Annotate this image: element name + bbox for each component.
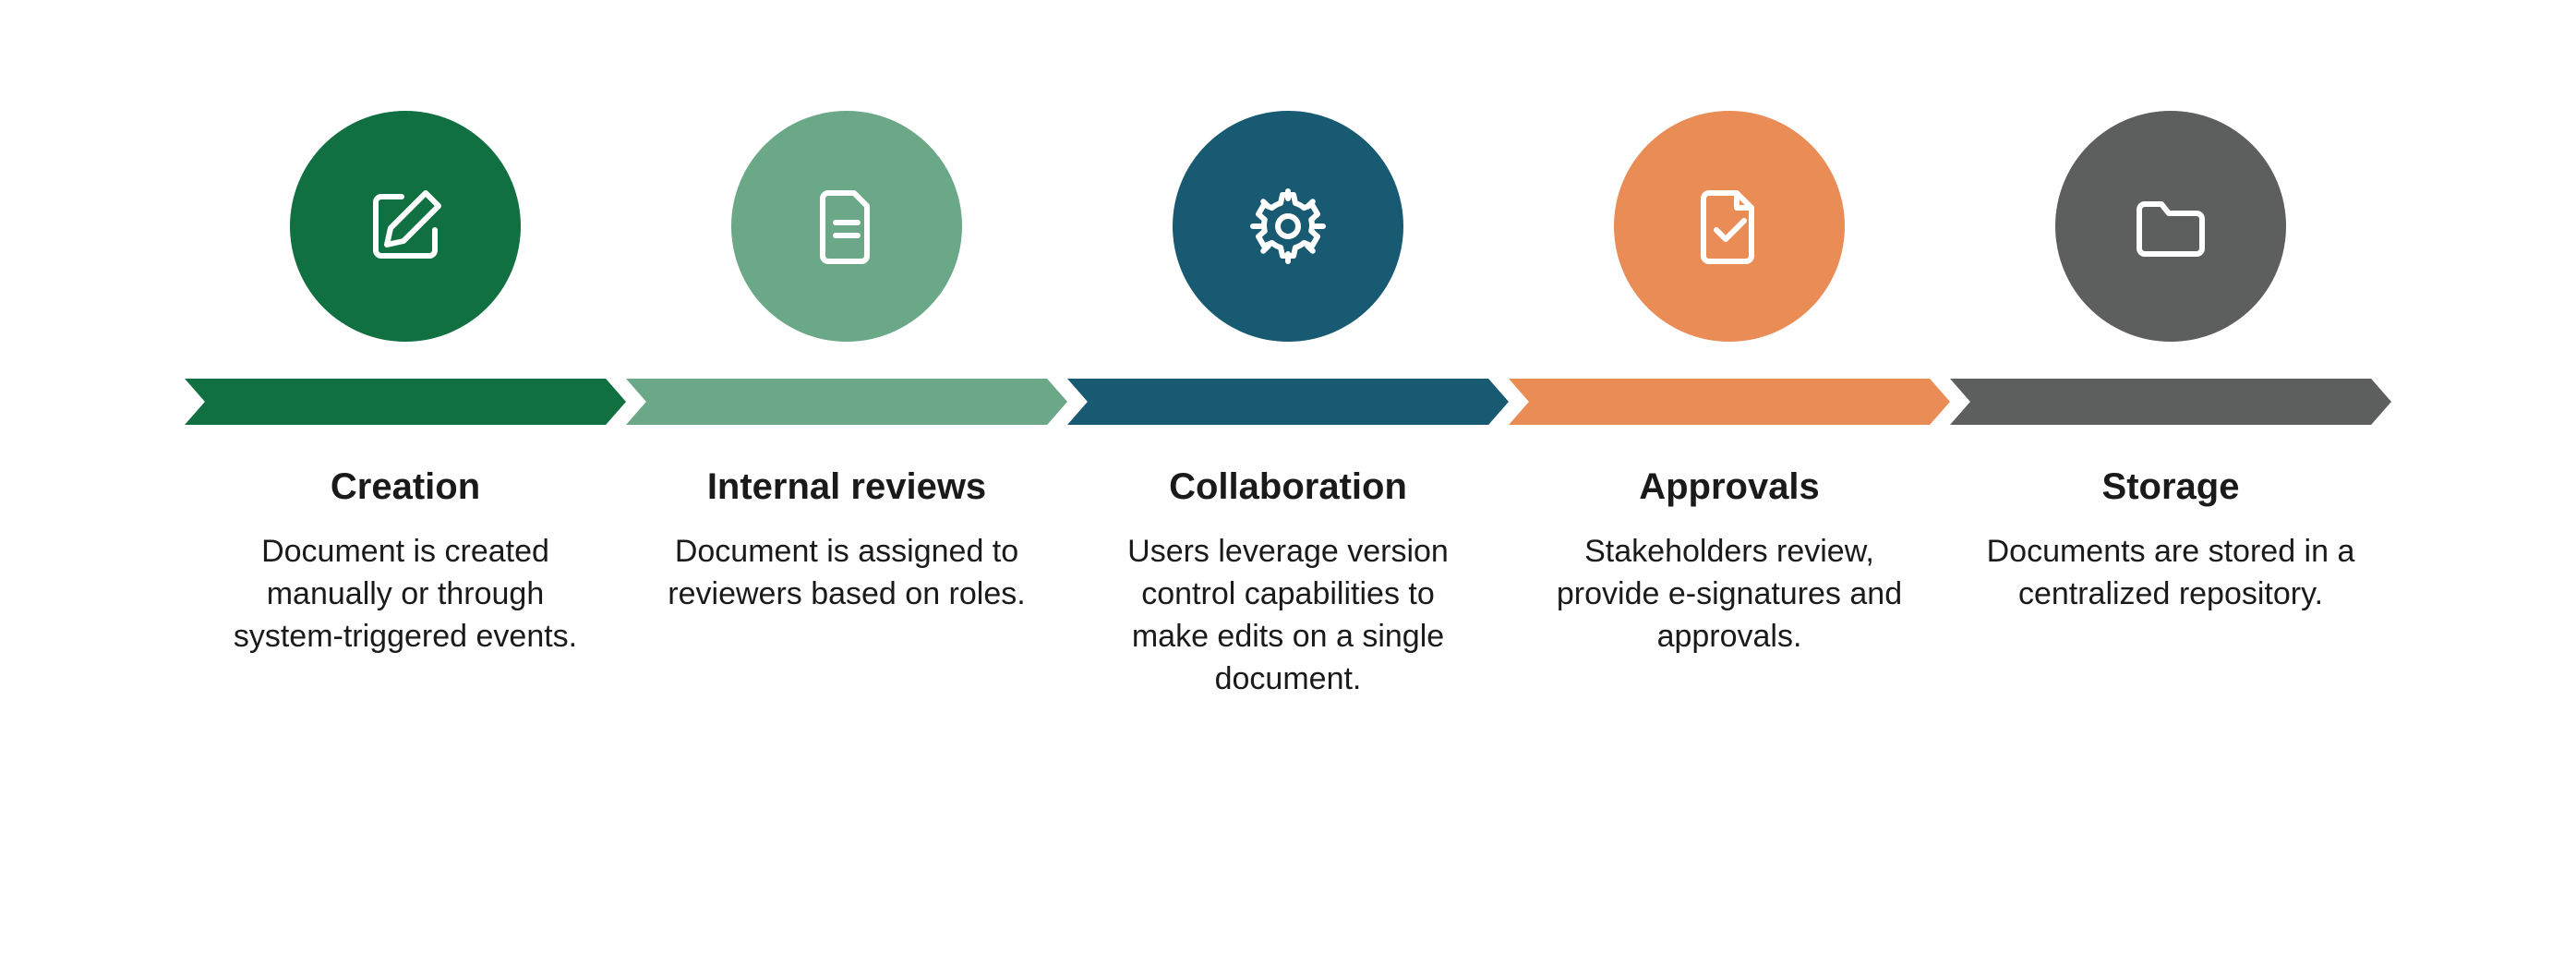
- step-circle: [1173, 111, 1403, 342]
- step-title: Internal reviews: [707, 466, 986, 508]
- document-check-icon: [1683, 180, 1776, 272]
- arrow-segment: [626, 379, 1067, 425]
- step-title: Creation: [331, 466, 480, 508]
- arrow-segment: [185, 379, 626, 425]
- step-title: Storage: [2102, 466, 2240, 508]
- step-circle: [1614, 111, 1845, 342]
- step-title: Collaboration: [1169, 466, 1407, 508]
- gear-icon: [1242, 180, 1334, 272]
- step-internal-reviews: Internal reviews Document is assigned to …: [626, 111, 1067, 701]
- arrow-segment: [1067, 379, 1509, 425]
- step-description: Documents are stored in a centralized re…: [1986, 531, 2355, 616]
- edit-pencil-square-icon: [359, 180, 451, 272]
- arrow-segment: [1950, 379, 2391, 425]
- step-approvals: Approvals Stakeholders review, provide e-…: [1509, 111, 1950, 701]
- process-flow: Creation Document is created manually or …: [185, 111, 2391, 701]
- step-title: Approvals: [1639, 466, 1820, 508]
- step-circle: [731, 111, 962, 342]
- step-circle: [290, 111, 521, 342]
- step-circle: [2055, 111, 2286, 342]
- step-collaboration: Collaboration Users leverage version cont…: [1067, 111, 1509, 701]
- arrow-segment: [1509, 379, 1950, 425]
- step-description: Stakeholders review, provide e-signature…: [1545, 531, 1914, 658]
- step-description: Document is created manually or through …: [221, 531, 590, 658]
- step-description: Users leverage version control capabilit…: [1103, 531, 1473, 701]
- document-lines-icon: [800, 180, 893, 272]
- step-creation: Creation Document is created manually or …: [185, 111, 626, 701]
- step-description: Document is assigned to reviewers based …: [662, 531, 1031, 616]
- folder-icon: [2125, 180, 2217, 272]
- step-storage: Storage Documents are stored in a central…: [1950, 111, 2391, 701]
